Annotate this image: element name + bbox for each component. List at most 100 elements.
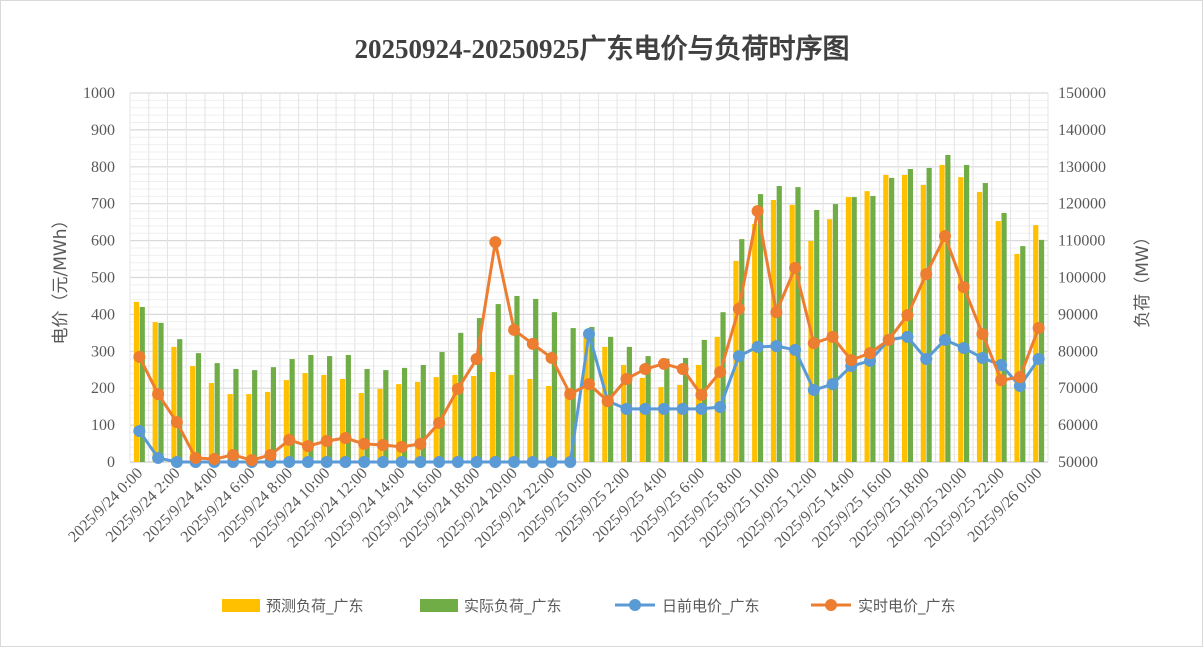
point-dayahead-price xyxy=(789,343,802,356)
bar-actual-load xyxy=(851,197,857,463)
bar-forecast-load xyxy=(133,301,140,462)
bar-forecast-load xyxy=(302,373,308,462)
point-realtime-price xyxy=(938,230,951,243)
bar-forecast-load xyxy=(845,197,851,463)
point-realtime-price xyxy=(470,353,483,366)
bar-actual-load xyxy=(739,239,745,462)
y-right-tick-label: 150000 xyxy=(1058,85,1106,102)
bar-actual-load xyxy=(383,370,389,462)
point-realtime-price xyxy=(339,432,352,445)
point-realtime-price xyxy=(489,236,502,249)
y-left-tick-label: 600 xyxy=(91,233,115,250)
bar-actual-load xyxy=(214,363,220,462)
bar-forecast-load xyxy=(995,221,1001,462)
point-realtime-price xyxy=(245,454,258,467)
bar-forecast-load xyxy=(546,385,552,462)
y-left-tick-label: 700 xyxy=(91,196,115,213)
point-realtime-price xyxy=(714,365,727,378)
lines xyxy=(133,205,1045,468)
y-right-tick-label: 90000 xyxy=(1058,306,1098,323)
point-realtime-price xyxy=(807,337,820,350)
point-dayahead-price xyxy=(526,456,539,468)
bar-forecast-load xyxy=(489,371,496,462)
bar-actual-load xyxy=(701,339,707,462)
bar-forecast-load xyxy=(246,394,252,462)
point-dayahead-price xyxy=(676,402,689,415)
y-right-tick-label: 50000 xyxy=(1058,454,1098,471)
bar-actual-load xyxy=(982,183,988,462)
y-right-tick-label: 60000 xyxy=(1058,417,1098,434)
point-dayahead-price xyxy=(657,402,670,415)
point-realtime-price xyxy=(620,372,633,385)
bar-forecast-load xyxy=(583,335,589,462)
point-dayahead-price xyxy=(433,456,446,468)
bar-forecast-load xyxy=(321,374,327,462)
point-realtime-price xyxy=(227,448,240,461)
legend-actual-load: 实际负荷_广东 xyxy=(464,597,562,616)
y-left-tick-label: 100 xyxy=(91,417,115,434)
bar-actual-load xyxy=(476,318,483,462)
point-realtime-price xyxy=(882,333,895,346)
bar-actual-load xyxy=(889,177,895,462)
legend-marker-realtime-price xyxy=(825,599,837,611)
point-dayahead-price xyxy=(376,456,389,468)
y-right-tick-label: 120000 xyxy=(1058,196,1106,213)
point-dayahead-price xyxy=(620,402,633,415)
bar-forecast-load xyxy=(883,174,889,462)
bar-forecast-load xyxy=(677,384,683,462)
point-dayahead-price xyxy=(152,451,165,464)
point-dayahead-price xyxy=(170,456,183,468)
bar-actual-load xyxy=(795,187,801,462)
bar-forecast-load xyxy=(770,200,777,462)
bar-forecast-load xyxy=(339,378,346,462)
point-realtime-price xyxy=(957,281,970,294)
point-dayahead-price xyxy=(714,401,727,414)
bar-forecast-load xyxy=(227,394,233,462)
point-dayahead-price xyxy=(770,340,783,353)
bar-forecast-load xyxy=(939,164,945,462)
bar-forecast-load xyxy=(508,374,514,462)
point-realtime-price xyxy=(826,330,839,343)
point-realtime-price xyxy=(414,437,427,450)
bar-actual-load xyxy=(926,167,932,463)
point-dayahead-price xyxy=(901,330,914,343)
bar-forecast-load xyxy=(920,184,926,463)
bar-actual-load xyxy=(720,312,726,462)
point-realtime-price xyxy=(133,350,146,363)
bar-forecast-load xyxy=(1014,253,1020,462)
point-dayahead-price xyxy=(807,384,820,397)
bar-actual-load xyxy=(870,195,876,463)
point-realtime-price xyxy=(695,388,708,401)
y-left-tick-label: 800 xyxy=(91,159,115,176)
point-realtime-price xyxy=(152,388,165,401)
y-right-tick-label: 140000 xyxy=(1058,122,1106,139)
bar-forecast-load xyxy=(452,374,458,462)
point-realtime-price xyxy=(208,453,221,466)
y-left-tick-label: 300 xyxy=(91,343,115,360)
bar-forecast-load xyxy=(358,392,364,462)
point-dayahead-price xyxy=(301,456,314,468)
y-axis-right-label: 负荷（MW） xyxy=(1133,228,1153,327)
y-right-tick-label: 100000 xyxy=(1058,270,1106,287)
point-realtime-price xyxy=(564,388,577,401)
point-dayahead-price xyxy=(489,456,502,468)
bar-forecast-load xyxy=(283,380,289,462)
bar-forecast-load xyxy=(564,388,570,462)
y-axis-left-label: 电价（元/MWh） xyxy=(51,212,71,345)
point-dayahead-price xyxy=(920,353,933,366)
bar-actual-load xyxy=(945,154,951,462)
y-left-tick-label: 0 xyxy=(107,454,115,471)
point-realtime-price xyxy=(526,337,539,350)
bar-actual-load xyxy=(327,356,333,462)
legend-realtime-price: 实时电价_广东 xyxy=(858,597,956,616)
y-right-tick-label: 130000 xyxy=(1058,159,1106,176)
y-left-tick-label: 400 xyxy=(91,306,115,323)
point-realtime-price xyxy=(751,205,764,218)
bar-actual-load xyxy=(289,359,295,462)
y-right-tick-label: 110000 xyxy=(1058,233,1105,250)
point-dayahead-price xyxy=(339,456,352,468)
point-dayahead-price xyxy=(583,327,595,340)
point-dayahead-price xyxy=(976,351,989,364)
point-dayahead-price xyxy=(695,402,708,415)
